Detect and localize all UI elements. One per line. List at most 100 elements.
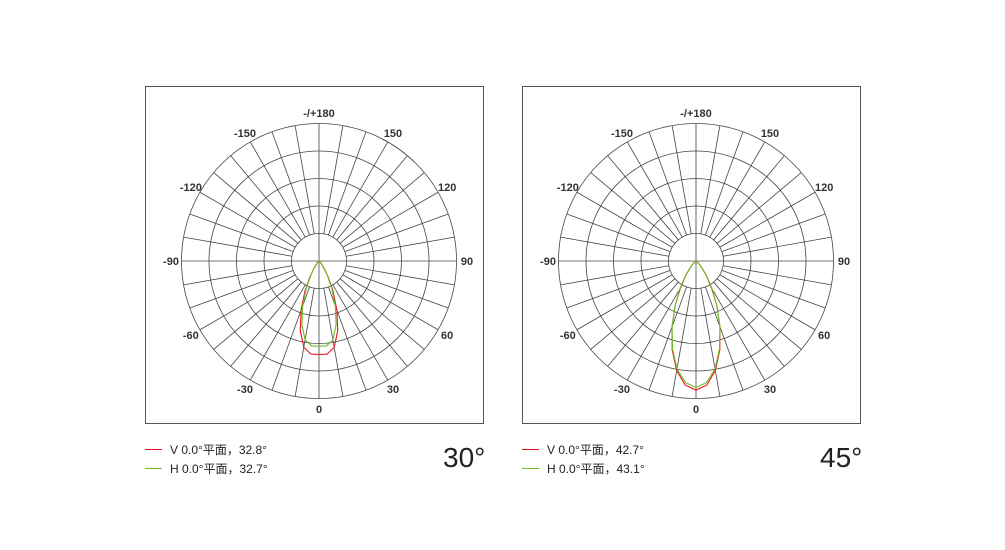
- grid-spoke: [271, 131, 310, 236]
- grid-spoke: [294, 288, 315, 397]
- grid-spoke: [590, 278, 676, 350]
- legend-v-2: V 0.0°平面，42.7°: [522, 441, 644, 458]
- grid-spoke: [332, 284, 389, 381]
- angle-tick-label: 120: [438, 182, 456, 194]
- grid-spoke: [709, 141, 766, 238]
- grid-spoke: [648, 286, 687, 391]
- grid-spoke: [721, 270, 826, 309]
- angle-tick-label: -60: [183, 330, 199, 342]
- grid-spoke: [648, 131, 687, 236]
- angle-tick-label: 60: [818, 330, 830, 342]
- grid-spoke: [607, 155, 679, 241]
- grid-spoke: [332, 141, 389, 238]
- legend-v-1: V 0.0°平面，32.8°: [145, 441, 267, 458]
- grid-spoke: [560, 265, 669, 286]
- grid-spoke: [213, 278, 299, 350]
- grid-spoke: [590, 172, 676, 244]
- legend-swatch-red: [522, 449, 539, 450]
- grid-spoke: [705, 286, 744, 391]
- series-curve-h: [671, 260, 721, 389]
- grid-spoke: [700, 125, 721, 234]
- grid-spoke: [336, 281, 408, 367]
- grid-spoke: [344, 270, 449, 309]
- angle-tick-label: 150: [761, 128, 779, 140]
- grid-spoke: [344, 213, 449, 252]
- angle-tick-label: 90: [461, 256, 473, 268]
- legend-h-1: H 0.0°平面，32.7°: [145, 460, 268, 477]
- grid-spoke: [716, 172, 802, 244]
- grid-spoke: [339, 278, 425, 350]
- grid-spoke: [576, 274, 673, 331]
- angle-tick-label: 0: [693, 404, 699, 416]
- angle-tick-label: 120: [815, 182, 833, 194]
- grid-spoke: [230, 155, 302, 241]
- grid-spoke: [328, 131, 367, 236]
- grid-spoke: [626, 284, 683, 381]
- grid-spoke: [723, 236, 832, 257]
- series-curve-h: [301, 260, 337, 347]
- legend-label: H 0.0°平面，43.1°: [547, 462, 645, 476]
- grid-spoke: [336, 155, 408, 241]
- angle-tick-label: 60: [441, 330, 453, 342]
- polar-plot-2: 0 30 60 90 120 150 -/+180 -150 -120 -90 -60 -30: [522, 86, 861, 424]
- grid-spoke: [721, 213, 826, 252]
- grid-spoke: [323, 125, 344, 234]
- beam-angle-label: 30°: [443, 442, 486, 473]
- grid-spoke: [671, 288, 692, 397]
- angle-tick-label: -/+180: [303, 108, 335, 120]
- grid-spoke: [719, 274, 816, 331]
- grid-spoke: [342, 191, 439, 248]
- legend-label: H 0.0°平面，32.7°: [170, 462, 268, 476]
- grid-spoke: [713, 155, 785, 241]
- angle-tick-label: 0: [316, 404, 322, 416]
- grid-spoke: [705, 131, 744, 236]
- grid-spoke: [189, 270, 294, 309]
- angle-tick-label: -60: [560, 330, 576, 342]
- plot-frame: [145, 86, 484, 424]
- angle-tick-label: -150: [234, 128, 256, 140]
- angle-tick-label: -120: [180, 182, 202, 194]
- angle-tick-label: -30: [614, 384, 630, 396]
- grid-spoke: [183, 265, 292, 286]
- angle-tick-label: -120: [557, 182, 579, 194]
- legend-label: V 0.0°平面，42.7°: [547, 443, 644, 457]
- grid-spoke: [249, 141, 306, 238]
- angle-tick-label: -90: [163, 256, 179, 268]
- grid-spoke: [671, 125, 692, 234]
- angle-tick-label: -/+180: [680, 108, 712, 120]
- angle-tick-label: 90: [838, 256, 850, 268]
- grid-spoke: [213, 172, 299, 244]
- grid-spoke: [183, 236, 292, 257]
- grid-spoke: [607, 281, 679, 367]
- grid-spoke: [716, 278, 802, 350]
- grid-spoke: [199, 274, 296, 331]
- polar-plot-1: 0 30 60 90 120 150 -/+180 -150 -120 -90 -60 -30: [145, 86, 484, 424]
- grid-spoke: [626, 141, 683, 238]
- grid-spoke: [576, 191, 673, 248]
- grid-spoke: [346, 236, 455, 257]
- grid-spoke: [700, 288, 721, 397]
- grid-spoke: [713, 281, 785, 367]
- angle-tick-label: 150: [384, 128, 402, 140]
- plot-frame: [522, 86, 861, 424]
- grid-spoke: [249, 284, 306, 381]
- angle-tick-label: 30: [387, 384, 399, 396]
- angle-tick-label: -30: [237, 384, 253, 396]
- grid-spoke: [346, 265, 455, 286]
- angle-tick-label: -90: [540, 256, 556, 268]
- grid-spoke: [723, 265, 832, 286]
- legend-swatch-green: [145, 468, 162, 469]
- grid-spoke: [566, 213, 671, 252]
- legend-label: V 0.0°平面，32.8°: [170, 443, 267, 457]
- angle-tick-label: -150: [611, 128, 633, 140]
- grid-spoke: [560, 236, 669, 257]
- grid-spoke: [230, 281, 302, 367]
- grid-spoke: [294, 125, 315, 234]
- legend-swatch-green: [522, 468, 539, 469]
- grid-spoke: [339, 172, 425, 244]
- angle-tick-label: 30: [764, 384, 776, 396]
- grid-spoke: [189, 213, 294, 252]
- legend-swatch-red: [145, 449, 162, 450]
- grid-spoke: [199, 191, 296, 248]
